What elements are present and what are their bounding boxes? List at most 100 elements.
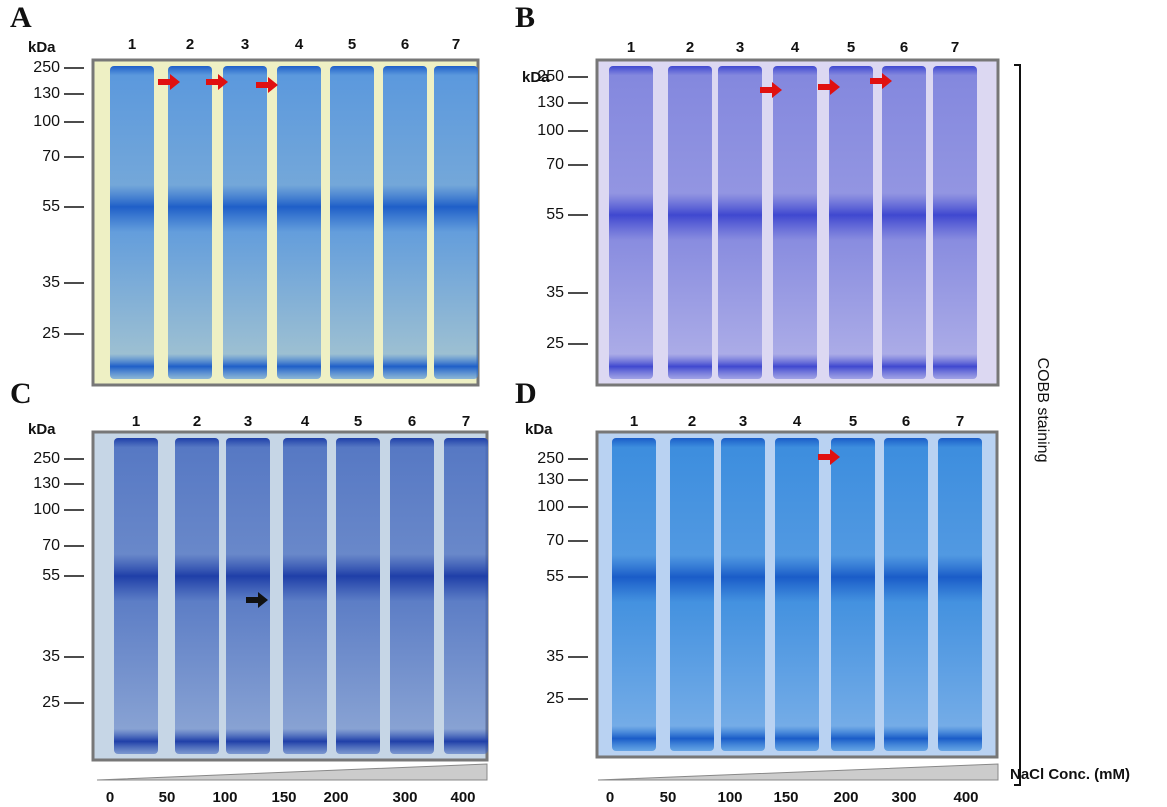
panel-letter: C (10, 377, 32, 410)
lane (114, 438, 158, 754)
lane-number: 1 (132, 413, 140, 430)
arrow (206, 74, 228, 90)
marker-label: 55 (546, 568, 564, 585)
lane (718, 66, 762, 379)
lane (383, 66, 427, 379)
lane-number: 6 (902, 413, 910, 430)
marker-label: 55 (42, 198, 60, 215)
lane-number: 4 (301, 413, 310, 430)
lane-number: 4 (295, 36, 304, 53)
lane-number: 6 (900, 39, 908, 56)
marker-label: 250 (33, 59, 60, 76)
lane-number: 7 (452, 36, 460, 53)
concentration-label: 200 (833, 789, 858, 806)
lane (277, 66, 321, 379)
marker-label: 35 (42, 648, 60, 665)
marker-label: 55 (546, 206, 564, 223)
marker-label: 130 (33, 475, 60, 492)
lane-number: 6 (408, 413, 416, 430)
lane (444, 438, 488, 754)
marker-label: 130 (33, 85, 60, 102)
concentration-label: 200 (323, 789, 348, 806)
marker-label: 100 (33, 501, 60, 518)
arrow (870, 73, 892, 89)
lane (670, 438, 714, 751)
marker-label: 35 (42, 274, 60, 291)
gradient-wedge (597, 763, 999, 781)
marker-label: 250 (537, 68, 564, 85)
lane (831, 438, 875, 751)
lane (609, 66, 653, 379)
lane-number: 2 (688, 413, 696, 430)
arrow (256, 77, 278, 93)
unit-label: kDa (522, 69, 550, 86)
lane (168, 66, 212, 379)
marker-label: 55 (42, 567, 60, 584)
gradient-wedge (96, 763, 488, 781)
concentration-label: 400 (450, 789, 475, 806)
marker-label: 25 (42, 694, 60, 711)
lane (773, 66, 817, 379)
lane-number: 1 (630, 413, 638, 430)
unit-label: kDa (28, 39, 56, 56)
arrow (246, 592, 268, 608)
lane (330, 66, 374, 379)
arrow (760, 82, 782, 98)
marker-label: 25 (546, 690, 564, 707)
lane (175, 438, 219, 754)
lane (612, 438, 656, 751)
concentration-label: 300 (891, 789, 916, 806)
concentration-label: 300 (392, 789, 417, 806)
marker-label: 130 (537, 94, 564, 111)
unit-label: kDa (28, 421, 56, 438)
marker-label: 250 (537, 450, 564, 467)
concentration-label: 50 (159, 789, 176, 806)
lane (336, 438, 380, 754)
panel-letter: D (515, 377, 537, 410)
lane-number: 2 (186, 36, 194, 53)
concentration-label: 100 (717, 789, 742, 806)
marker-label: 35 (546, 284, 564, 301)
concentration-label: 150 (271, 789, 296, 806)
lane (110, 66, 154, 379)
lane-number: 3 (736, 39, 744, 56)
lane-number: 3 (739, 413, 747, 430)
marker-label: 35 (546, 648, 564, 665)
arrow (158, 74, 180, 90)
lane-number: 7 (462, 413, 470, 430)
lane-number: 5 (354, 413, 362, 430)
marker-label: 70 (42, 148, 60, 165)
lane (829, 66, 873, 379)
concentration-label: 50 (660, 789, 677, 806)
arrow (818, 79, 840, 95)
unit-label: kDa (525, 421, 553, 438)
side-label: COBB staining (1034, 358, 1051, 463)
bracket (1014, 64, 1021, 786)
lane-number: 7 (951, 39, 959, 56)
panel-letter: B (515, 1, 535, 34)
lane-number: 5 (849, 413, 857, 430)
lane-number: 2 (686, 39, 694, 56)
lane-number: 1 (627, 39, 635, 56)
lane (884, 438, 928, 751)
lane (283, 438, 327, 754)
concentration-label: 150 (773, 789, 798, 806)
lane-number: 6 (401, 36, 409, 53)
lane (882, 66, 926, 379)
lane (390, 438, 434, 754)
lane-number: 4 (791, 39, 800, 56)
axis-label: NaCl Conc. (mM) (1010, 766, 1130, 783)
lane (223, 66, 267, 379)
marker-label: 70 (546, 532, 564, 549)
lane (226, 438, 270, 754)
marker-label: 130 (537, 471, 564, 488)
marker-label: 100 (33, 113, 60, 130)
concentration-label: 0 (106, 789, 114, 806)
lane-number: 2 (193, 413, 201, 430)
lane (775, 438, 819, 751)
lane (721, 438, 765, 751)
marker-label: 100 (537, 498, 564, 515)
concentration-label: 0 (606, 789, 614, 806)
lane (938, 438, 982, 751)
